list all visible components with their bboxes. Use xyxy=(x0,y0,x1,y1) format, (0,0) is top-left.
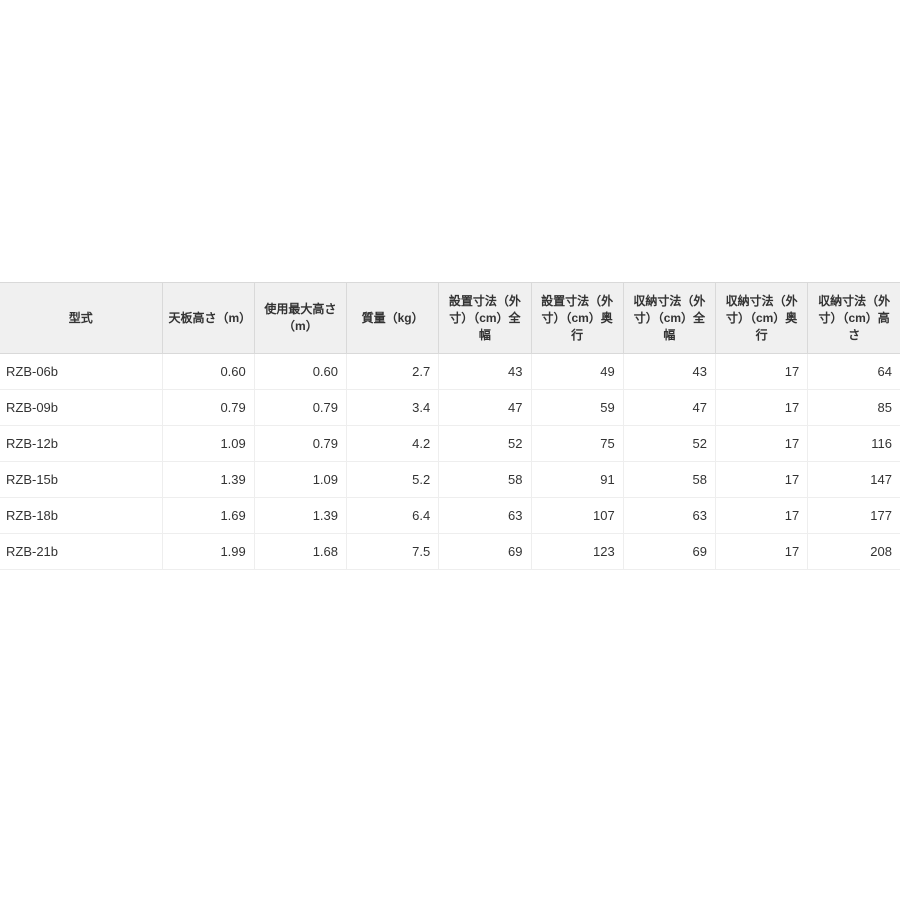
cell-value: 177 xyxy=(808,498,900,534)
cell-value: 1.39 xyxy=(162,462,254,498)
cell-value: 4.2 xyxy=(347,426,439,462)
table-body: RZB-06b 0.60 0.60 2.7 43 49 43 17 64 RZB… xyxy=(0,354,900,570)
cell-value: 0.60 xyxy=(162,354,254,390)
cell-value: 17 xyxy=(716,354,808,390)
cell-value: 85 xyxy=(808,390,900,426)
cell-value: 52 xyxy=(439,426,531,462)
col-header-mass: 質量（kg） xyxy=(347,283,439,354)
cell-value: 63 xyxy=(439,498,531,534)
cell-value: 116 xyxy=(808,426,900,462)
cell-value: 7.5 xyxy=(347,534,439,570)
cell-model: RZB-21b xyxy=(0,534,162,570)
col-header-model: 型式 xyxy=(0,283,162,354)
cell-value: 0.60 xyxy=(254,354,346,390)
cell-value: 1.99 xyxy=(162,534,254,570)
cell-model: RZB-09b xyxy=(0,390,162,426)
cell-value: 6.4 xyxy=(347,498,439,534)
cell-value: 59 xyxy=(531,390,623,426)
col-header-top-height: 天板高さ（m） xyxy=(162,283,254,354)
cell-value: 0.79 xyxy=(254,390,346,426)
table-row: RZB-15b 1.39 1.09 5.2 58 91 58 17 147 xyxy=(0,462,900,498)
cell-value: 1.69 xyxy=(162,498,254,534)
cell-value: 147 xyxy=(808,462,900,498)
col-header-setup-width: 設置寸法（外寸）（cm）全幅 xyxy=(439,283,531,354)
cell-model: RZB-15b xyxy=(0,462,162,498)
cell-model: RZB-12b xyxy=(0,426,162,462)
cell-value: 58 xyxy=(623,462,715,498)
col-header-max-height: 使用最大高さ（m） xyxy=(254,283,346,354)
cell-model: RZB-06b xyxy=(0,354,162,390)
col-header-storage-width: 収納寸法（外寸）（cm）全幅 xyxy=(623,283,715,354)
col-header-setup-depth: 設置寸法（外寸）（cm）奥行 xyxy=(531,283,623,354)
cell-value: 63 xyxy=(623,498,715,534)
table-row: RZB-06b 0.60 0.60 2.7 43 49 43 17 64 xyxy=(0,354,900,390)
table-row: RZB-12b 1.09 0.79 4.2 52 75 52 17 116 xyxy=(0,426,900,462)
cell-value: 43 xyxy=(439,354,531,390)
cell-value: 52 xyxy=(623,426,715,462)
cell-value: 43 xyxy=(623,354,715,390)
col-header-storage-depth: 収納寸法（外寸）（cm）奥行 xyxy=(716,283,808,354)
cell-value: 69 xyxy=(439,534,531,570)
cell-value: 0.79 xyxy=(162,390,254,426)
spec-table-container: 型式 天板高さ（m） 使用最大高さ（m） 質量（kg） 設置寸法（外寸）（cm）… xyxy=(0,0,900,570)
cell-value: 1.68 xyxy=(254,534,346,570)
cell-value: 17 xyxy=(716,462,808,498)
table-header-row: 型式 天板高さ（m） 使用最大高さ（m） 質量（kg） 設置寸法（外寸）（cm）… xyxy=(0,283,900,354)
cell-value: 75 xyxy=(531,426,623,462)
cell-value: 208 xyxy=(808,534,900,570)
cell-value: 17 xyxy=(716,498,808,534)
cell-value: 0.79 xyxy=(254,426,346,462)
cell-value: 107 xyxy=(531,498,623,534)
cell-value: 3.4 xyxy=(347,390,439,426)
cell-value: 17 xyxy=(716,390,808,426)
cell-value: 5.2 xyxy=(347,462,439,498)
cell-value: 17 xyxy=(716,426,808,462)
cell-value: 1.09 xyxy=(162,426,254,462)
table-row: RZB-18b 1.69 1.39 6.4 63 107 63 17 177 xyxy=(0,498,900,534)
cell-value: 17 xyxy=(716,534,808,570)
spec-table: 型式 天板高さ（m） 使用最大高さ（m） 質量（kg） 設置寸法（外寸）（cm）… xyxy=(0,282,900,570)
table-row: RZB-09b 0.79 0.79 3.4 47 59 47 17 85 xyxy=(0,390,900,426)
cell-model: RZB-18b xyxy=(0,498,162,534)
cell-value: 1.39 xyxy=(254,498,346,534)
cell-value: 91 xyxy=(531,462,623,498)
cell-value: 58 xyxy=(439,462,531,498)
cell-value: 49 xyxy=(531,354,623,390)
col-header-storage-height: 収納寸法（外寸）（cm）高さ xyxy=(808,283,900,354)
cell-value: 47 xyxy=(439,390,531,426)
cell-value: 47 xyxy=(623,390,715,426)
cell-value: 69 xyxy=(623,534,715,570)
cell-value: 1.09 xyxy=(254,462,346,498)
cell-value: 2.7 xyxy=(347,354,439,390)
cell-value: 64 xyxy=(808,354,900,390)
cell-value: 123 xyxy=(531,534,623,570)
table-row: RZB-21b 1.99 1.68 7.5 69 123 69 17 208 xyxy=(0,534,900,570)
